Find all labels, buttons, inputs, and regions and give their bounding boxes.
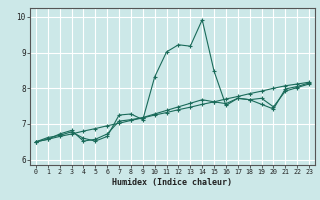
X-axis label: Humidex (Indice chaleur): Humidex (Indice chaleur) xyxy=(113,178,233,187)
